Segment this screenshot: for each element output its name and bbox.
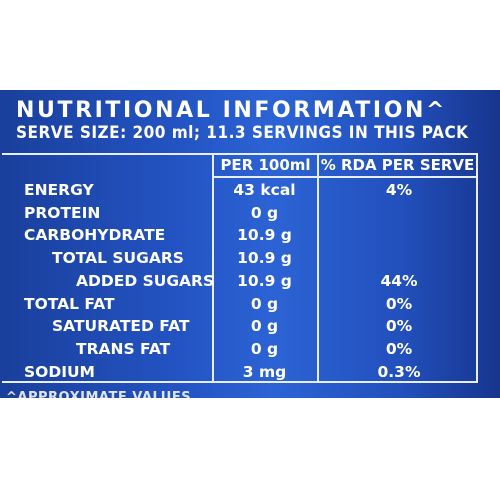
nutrient-name: ADDED SUGARS [76, 271, 215, 290]
nutrient-name: TRANS FAT [76, 339, 171, 358]
table-row: SATURATED FAT 0 g 0% [0, 315, 500, 337]
nutrient-per-100ml: 10.9 g [237, 271, 292, 290]
nutrient-name: CARBOHYDRATE [24, 226, 166, 245]
nutrient-rda: 0% [385, 294, 413, 313]
nutrient-per-100ml: 3 mg [242, 362, 287, 381]
label-heading: NUTRITIONAL INFORMATION^ [16, 98, 448, 123]
column-divider-1 [212, 153, 214, 383]
nutrient-name: TOTAL SUGARS [52, 249, 184, 268]
nutrient-name: ENERGY [24, 181, 94, 199]
table-top-border [2, 153, 478, 155]
column-header-rda: % RDA PER SERVE [320, 156, 475, 174]
table-row: SODIUM 3 mg 0.3% [0, 361, 500, 383]
nutrient-rda: 0% [385, 339, 413, 358]
table-row: TRANS FAT 0 g 0% [0, 338, 500, 360]
table-row: ENERGY 43 kcal 4% [0, 179, 500, 201]
nutrient-per-100ml: 0 g [250, 339, 279, 358]
nutrient-per-100ml: 0 g [250, 294, 279, 313]
footnote: ^APPROXIMATE VALUES [6, 390, 192, 398]
column-header-per-100ml: PER 100ml [220, 156, 311, 174]
nutrient-name: TOTAL FAT [24, 294, 115, 313]
table-bottom-border [2, 381, 478, 383]
nutrient-name: PROTEIN [24, 203, 101, 222]
table-row: CARBOHYDRATE 10.9 g [0, 224, 500, 246]
nutrient-per-100ml: 10.9 g [237, 249, 292, 268]
nutrient-name: SATURATED FAT [52, 317, 190, 336]
serve-size: SERVE SIZE: 200 ml; 11.3 SERVINGS IN THI… [16, 123, 469, 142]
nutrient-per-100ml: 0 g [250, 203, 279, 222]
nutrient-rda: 0% [385, 317, 413, 336]
nutrient-name: SODIUM [24, 362, 95, 381]
header-bottom-border [212, 176, 478, 178]
table-row: TOTAL FAT 0 g 0% [0, 293, 500, 315]
table-right-border [476, 153, 478, 383]
nutrient-per-100ml: 0 g [250, 317, 279, 336]
table-row: PROTEIN 0 g [0, 202, 500, 224]
nutrient-per-100ml: 43 kcal [233, 181, 296, 199]
nutrient-rda: 4% [385, 181, 413, 199]
nutrient-per-100ml: 10.9 g [237, 226, 292, 245]
nutrition-label: NUTRITIONAL INFORMATION^ SERVE SIZE: 200… [0, 90, 500, 398]
nutrient-rda: 0.3% [377, 362, 421, 381]
nutrient-rda: 44% [380, 271, 418, 290]
column-divider-2 [317, 153, 319, 383]
table-row: TOTAL SUGARS 10.9 g [0, 247, 500, 269]
table-row: ADDED SUGARS 10.9 g 44% [0, 270, 500, 292]
